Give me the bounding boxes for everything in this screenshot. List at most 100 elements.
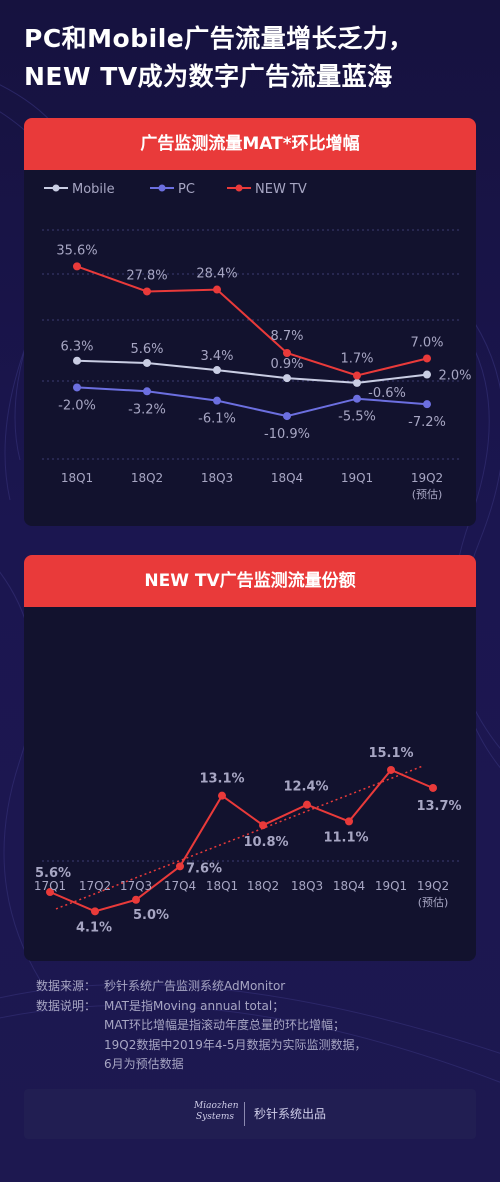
footer-credit: 秒针系统出品: [254, 1107, 327, 1121]
data-label-18q3: 12.4%: [283, 780, 328, 795]
data-label-19q1: 15.1%: [368, 746, 413, 761]
newtv-share-chart: 5.6% 4.1% 5.0% 7.6% 13.1% 10.8% 12.4% 11.1% 15.1…: [34, 746, 462, 935]
data-label-pc-19q1: -5.5%: [338, 410, 376, 425]
data-label-17q3: 5.0%: [133, 908, 169, 923]
point-new-tv-18q4: [283, 348, 291, 357]
x-tick-17q1: 17Q1: [34, 879, 66, 893]
x-tick-19q1: 19Q1: [375, 879, 407, 893]
series-line-new-tv: [76, 265, 428, 377]
point-19q1: [387, 765, 395, 774]
description-line-4: 6月为预估数据: [104, 1057, 184, 1071]
source-note: 数据来源： 秒针系统广告监测系统AdMonitor: [36, 977, 476, 997]
series-line-newtv-share: [49, 768, 434, 913]
source-text: 秒针系统广告监测系统AdMonitor: [104, 979, 286, 993]
point-mobile-18q4: [283, 374, 291, 383]
legend-label-new-tv: NEW TV: [255, 182, 307, 197]
point-new-tv-18q2: [143, 287, 151, 296]
data-label-new-tv-18q3: 28.4%: [196, 267, 237, 282]
data-label-new-tv-18q4: 8.7%: [270, 329, 303, 344]
data-label-new-tv-19q1: 1.7%: [340, 352, 373, 367]
footer-bar: Miaozhen Systems 秒针系统出品: [24, 1089, 476, 1139]
data-label-mobile-19q1: -0.6%: [368, 386, 406, 401]
mat-growth-chart-title: 广告监测流量MAT*环比增幅: [24, 118, 476, 170]
legend-marker-pc: [158, 184, 166, 192]
point-17q3: [132, 895, 140, 904]
miaozhen-logo: Miaozhen Systems: [194, 1101, 239, 1123]
x-tick-19q2: 19Q2: [417, 879, 449, 893]
point-pc-18q3: [213, 396, 221, 405]
point-pc-19q1: [353, 394, 361, 403]
point-mobile-19q1: [353, 378, 361, 387]
x-tick-note-19q2: (预估): [418, 896, 449, 909]
logo-line-2: Systems: [196, 1112, 234, 1122]
point-pc-18q2: [143, 387, 151, 396]
point-new-tv-18q1: [73, 262, 81, 271]
x-tick-18q3: 18Q3: [291, 879, 323, 893]
point-mobile-18q2: [143, 358, 151, 367]
data-label-new-tv-18q2: 27.8%: [126, 268, 167, 283]
main-title-line-2: NEW TV成为数字广告流量蓝海: [24, 62, 393, 91]
newtv-share-chart-title: NEW TV广告监测流量份额: [24, 555, 476, 607]
data-label-mobile-18q3: 3.4%: [200, 349, 233, 364]
point-18q4: [345, 817, 353, 826]
data-label-19q2: 13.7%: [416, 799, 461, 814]
description-note: 数据说明： MAT是指Moving annual total；: [36, 997, 476, 1017]
data-label-mobile-18q1: 6.3%: [60, 340, 93, 355]
x-tick-18q4: 18Q4: [271, 471, 303, 485]
point-18q1: [218, 791, 226, 800]
source-label: 数据来源：: [36, 979, 97, 993]
footer-divider: [244, 1102, 245, 1126]
data-label-pc-19q2: -7.2%: [408, 415, 446, 430]
data-label-mobile-18q2: 5.6%: [130, 342, 163, 357]
point-19q2: [429, 783, 437, 792]
point-pc-19q2: [423, 400, 431, 409]
legend-label-mobile: Mobile: [72, 182, 115, 197]
x-tick-18q4: 18Q4: [333, 879, 365, 893]
trendline: [55, 765, 424, 910]
x-tick-18q3: 18Q3: [201, 471, 233, 485]
data-label-17q1: 5.6%: [35, 866, 71, 881]
description-label: 数据说明：: [36, 998, 97, 1013]
x-tick-18q2: 18Q2: [131, 471, 163, 485]
legend-marker-new-tv: [235, 184, 243, 192]
x-tick-17q3: 17Q3: [120, 879, 152, 893]
data-label-pc-18q2: -3.2%: [128, 402, 166, 417]
data-label-pc-18q1: -2.0%: [58, 398, 96, 413]
series-line-mobile: [76, 359, 428, 384]
legend-marker-mobile: [52, 184, 60, 192]
x-tick-note-19q2: (预估): [412, 488, 443, 501]
x-tick-19q2: 19Q2: [411, 471, 443, 485]
data-label-pc-18q3: -6.1%: [198, 412, 236, 427]
point-17q2: [91, 907, 99, 916]
point-new-tv-19q2: [423, 354, 431, 363]
data-label-mobile-19q2: 2.0%: [438, 369, 471, 384]
point-mobile-18q1: [73, 356, 81, 365]
newtv-share-chart-card: NEW TV广告监测流量份额 5.6% 4.1% 5.0% 7.6% 13.1% 10.8…: [24, 555, 476, 961]
data-label-18q1: 13.1%: [199, 772, 244, 787]
data-label-pc-18q4: -10.9%: [264, 427, 310, 442]
x-tick-18q2: 18Q2: [247, 879, 279, 893]
series-line-pc: [76, 386, 428, 418]
point-mobile-18q3: [213, 366, 221, 375]
point-17q4: [176, 862, 184, 871]
data-label-17q4: 7.6%: [186, 861, 222, 876]
x-tick-17q2: 17Q2: [79, 879, 111, 893]
data-label-mobile-18q4: 0.9%: [270, 357, 303, 372]
point-pc-18q4: [283, 412, 291, 421]
description-line-1: MAT是指Moving annual total；: [104, 998, 285, 1013]
data-notes: 数据来源： 秒针系统广告监测系统AdMonitor 数据说明： MAT是指Mov…: [36, 977, 476, 1075]
legend-label-pc: PC: [178, 182, 195, 197]
description-line-3: 19Q2数据中2019年4-5月数据为实际监测数据，: [104, 1037, 367, 1052]
point-pc-18q1: [73, 383, 81, 392]
x-tick-19q1: 19Q1: [341, 471, 373, 485]
x-tick-18q1: 18Q1: [206, 879, 238, 893]
x-tick-18q1: 18Q1: [61, 471, 93, 485]
point-new-tv-19q1: [353, 371, 361, 380]
x-tick-17q4: 17Q4: [164, 879, 196, 893]
point-mobile-19q2: [423, 370, 431, 379]
logo-line-1: Miaozhen: [194, 1101, 239, 1111]
point-new-tv-18q3: [213, 285, 221, 294]
point-18q2: [259, 821, 267, 830]
data-label-new-tv-19q2: 7.0%: [410, 335, 443, 350]
data-label-new-tv-18q1: 35.6%: [56, 243, 97, 258]
